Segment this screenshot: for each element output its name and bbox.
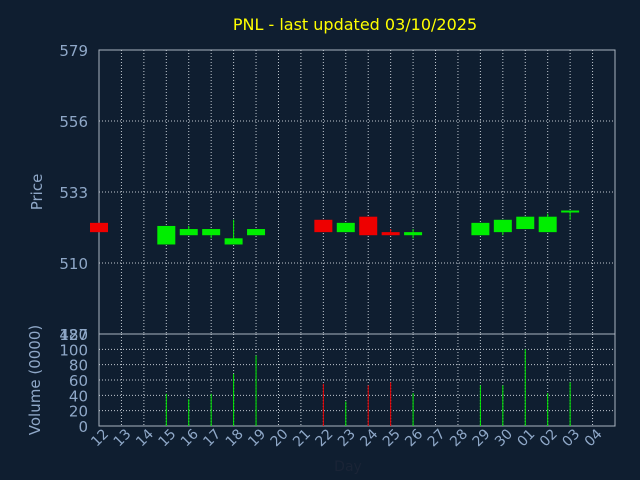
x-tick-label: 29 — [470, 426, 494, 450]
candle-body — [404, 232, 423, 236]
x-tick-label: 14 — [133, 426, 157, 450]
x-tick-label: 30 — [492, 426, 516, 450]
x-axis-label: Day — [334, 459, 362, 475]
price-tick-label: 579 — [59, 42, 88, 60]
x-tick-label: 26 — [402, 426, 426, 450]
x-tick-label: 24 — [357, 426, 381, 450]
price-panel: 579 556 533 510 487 Price — [28, 42, 616, 344]
candle-body — [516, 216, 535, 230]
price-tick-label: 487 — [59, 326, 88, 344]
price-tick-label: 556 — [59, 113, 88, 131]
volume-tick-label: 0 — [78, 418, 88, 436]
candles — [90, 210, 580, 245]
candle-body — [381, 232, 400, 236]
x-tick-label: 20 — [268, 426, 292, 450]
candle-body — [90, 222, 108, 233]
price-tick-label: 533 — [59, 184, 88, 202]
volume-tick-label: 60 — [69, 372, 88, 390]
x-tick-label: 19 — [245, 426, 269, 450]
x-tick-label: 17 — [200, 426, 224, 450]
x-tick-label: 22 — [313, 426, 337, 450]
candle-body — [179, 229, 198, 236]
x-tick-label: 21 — [290, 426, 314, 450]
volume-tick-label: 20 — [69, 403, 88, 421]
x-tick-label: 13 — [111, 426, 135, 450]
x-tick-label: 01 — [514, 426, 538, 450]
x-axis-ticks: 1213141516171819202122232425262728293001… — [88, 426, 606, 450]
candle-body — [471, 222, 490, 236]
volume-tick-label: 40 — [69, 387, 88, 405]
x-tick-label: 28 — [447, 426, 471, 450]
x-tick-label: 18 — [223, 426, 247, 450]
x-tick-label: 04 — [582, 426, 606, 450]
price-axis-label: Price — [28, 174, 46, 211]
x-tick-label: 25 — [380, 426, 404, 450]
chart-title: PNL - last updated 03/10/2025 — [233, 15, 477, 34]
x-tick-label: 12 — [88, 426, 112, 450]
volume-bars — [165, 349, 571, 426]
x-tick-label: 23 — [335, 426, 359, 450]
candle-body — [538, 216, 557, 233]
volume-grid — [99, 334, 615, 426]
volume-tick-label: 80 — [69, 357, 88, 375]
candle-body — [359, 216, 378, 236]
candle-body — [314, 219, 333, 233]
volume-axis-label: Volume (0000) — [26, 325, 44, 435]
x-tick-label: 16 — [178, 426, 202, 450]
x-tick-label: 15 — [156, 426, 180, 450]
price-tick-label: 510 — [59, 255, 88, 273]
volume-tick-label: 100 — [59, 341, 88, 359]
candle-body — [157, 225, 176, 245]
volume-tick-label: 120 — [59, 326, 88, 344]
candle-body — [336, 222, 355, 233]
x-tick-label: 27 — [425, 426, 449, 450]
price-grid — [99, 50, 615, 335]
candle-body — [247, 229, 266, 236]
x-tick-label: 03 — [559, 426, 583, 450]
candle-body — [493, 219, 512, 233]
candle-body — [202, 229, 221, 236]
candle-body — [561, 210, 580, 213]
price-y-ticks: 579 556 533 510 487 — [59, 42, 88, 344]
candle-body — [224, 238, 243, 245]
x-tick-label: 02 — [537, 426, 561, 450]
